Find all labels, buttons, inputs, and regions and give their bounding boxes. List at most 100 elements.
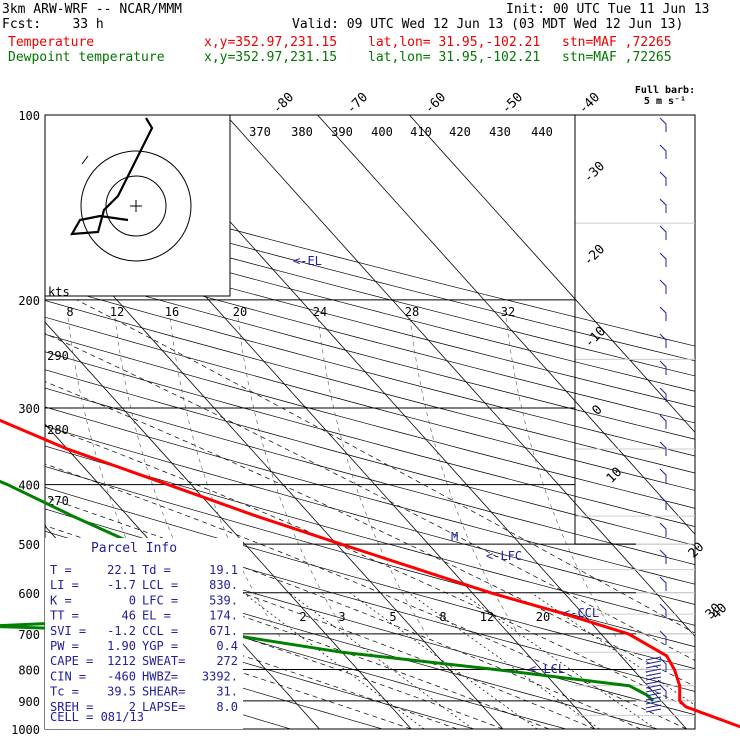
wind-barb (659, 441, 667, 456)
wind-speed-tick-label: 24 (313, 305, 327, 319)
hodograph-trace (70, 117, 154, 236)
parcel-info-value: 2 (129, 700, 136, 714)
wind-barb (659, 144, 667, 159)
dry-adiabat-line (45, 333, 695, 509)
parcel-info-label: LCL = (142, 578, 178, 592)
parcel-info-value: 31. (216, 685, 238, 699)
wind-barb (659, 603, 667, 618)
wind-barb (645, 664, 662, 669)
wind-barb (645, 700, 662, 705)
dry-adiabat-line (45, 316, 695, 491)
parcel-info-value: 671. (209, 624, 238, 638)
wind-speed-curve (67, 317, 181, 640)
parcel-info-value: 19.1 (209, 563, 238, 577)
parcel-info-label: SWEAT= (142, 654, 185, 668)
wind-barb (659, 468, 667, 483)
parcel-info-label: LFC = (142, 593, 178, 607)
parcel-info-value: 1212 (107, 654, 136, 668)
theta-label: 390 (331, 125, 353, 139)
parcel-info-value: 0 (129, 593, 136, 607)
wind-speed-curve (409, 317, 523, 640)
dew-station: stn=MAF ,72265 (562, 50, 672, 65)
dry-adiabat-line (45, 351, 695, 527)
isotherm-top-label: -50 (499, 90, 526, 117)
parcel-info-label: CAPE = (50, 654, 93, 668)
wind-speed-tick-label: 20 (233, 305, 247, 319)
theta-label: 410 (410, 125, 432, 139)
temp-xy: x,y=352.97,231.15 (204, 35, 338, 50)
wind-barb (645, 684, 662, 689)
wind-barb (659, 414, 667, 429)
parcel-info-value: 3392. (202, 669, 238, 683)
wind-speed-curve (317, 317, 431, 640)
wind-barb (645, 676, 662, 681)
theta-left-label: 270 (47, 494, 69, 508)
theta-left-label: 290 (47, 349, 69, 363)
theta-label: 370 (249, 125, 271, 139)
wind-barb (645, 656, 662, 661)
wind-barb (659, 306, 667, 321)
parcel-info-label: EL = (142, 609, 171, 623)
parcel-info-value: 272 (216, 654, 238, 668)
hodograph-box (44, 114, 231, 297)
wind-barb (645, 660, 662, 665)
hodograph-ring (80, 150, 192, 262)
parcel-info-value: -460 (107, 669, 136, 683)
isotherm-right-label: -10 (582, 324, 609, 351)
isotherm-right-label: 20 (686, 540, 708, 562)
moist-adiabat-line (45, 608, 412, 729)
pressure-tick-label: 700 (18, 628, 40, 642)
wind-barb (645, 672, 662, 677)
parcel-info-panel (45, 538, 243, 729)
wind-speed-tick-label: 16 (165, 305, 179, 319)
parcel-info-value: 830. (209, 578, 238, 592)
wind-barb (659, 522, 667, 537)
parcel-info-label: TT = (50, 609, 79, 623)
dry-adiabat-line (45, 300, 695, 474)
isotherm-top-label: -80 (270, 90, 297, 117)
lcl-annotation: <-LCL (529, 662, 565, 676)
wind-barb (659, 684, 667, 699)
pressure-tick-label: 300 (18, 402, 40, 416)
dry-adiabat-line (45, 601, 475, 729)
mixing-ratio-label: 12 (480, 610, 494, 624)
parcel-info-value: 174. (209, 609, 238, 623)
wind-speed-tick-label: 32 (501, 305, 515, 319)
model-title: 3km ARW-WRF -- NCAR/MMM (2, 2, 183, 17)
wind-barb (659, 495, 667, 510)
theta-label: 440 (531, 125, 553, 139)
dry-adiabat-line (45, 466, 695, 648)
parcel-info-label: Td = (142, 563, 171, 577)
init-time: Init: 00 UTC Tue 11 Jun 13 (506, 2, 710, 17)
theta-label: 380 (291, 125, 313, 139)
pressure-tick-label: 500 (18, 538, 40, 552)
wind-barb (645, 688, 662, 693)
dry-adiabat-line (45, 577, 566, 729)
parcel-info-value: 8.0 (216, 700, 238, 714)
lfc-annotation: <-LFC (486, 549, 522, 563)
parcel-info-label: CCL = (142, 624, 178, 638)
dry-adiabat-line (45, 283, 695, 457)
isotherm-line (225, 115, 695, 637)
dry-adiabat-line (45, 221, 695, 392)
wind-barb (659, 225, 667, 240)
header: 3km ARW-WRF -- NCAR/MMM Init: 00 UTC Tue… (0, 0, 740, 70)
theta-label: 400 (371, 125, 393, 139)
parcel-info-value: -1.2 (107, 624, 136, 638)
wind-barb (645, 668, 662, 673)
mixing-ratio-label: 8 (439, 610, 446, 624)
pressure-tick-label: 100 (18, 109, 40, 123)
isotherm-line (45, 321, 412, 729)
temp-station: stn=MAF ,72265 (562, 35, 672, 50)
wind-speed-curve (505, 317, 619, 640)
wind-barb (659, 576, 667, 591)
parcel-info-value: 539. (209, 593, 238, 607)
wind-barb (659, 630, 667, 645)
pressure-tick-label: 900 (18, 695, 40, 709)
wind-speed-tick-label: 8 (66, 305, 73, 319)
theta-label: 430 (489, 125, 511, 139)
forecast-hour: Fcst: 33 h (2, 17, 104, 32)
wind-barb (645, 704, 662, 709)
mixing-ratio-line (408, 592, 600, 729)
